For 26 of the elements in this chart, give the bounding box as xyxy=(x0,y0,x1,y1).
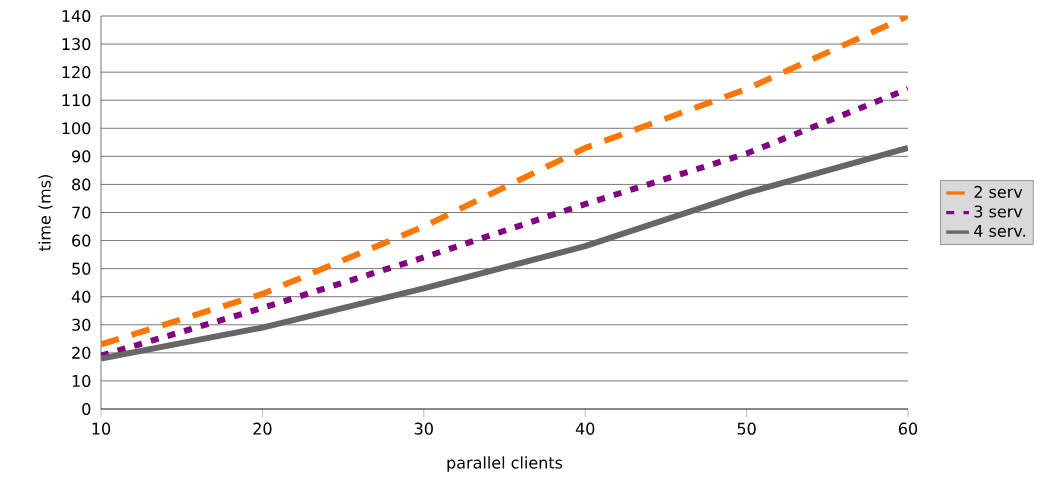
y-tick-label: 60 xyxy=(72,234,91,247)
x-tick-label: 40 xyxy=(575,422,595,435)
legend-label: 2 serv xyxy=(974,185,1023,198)
x-tick-label: 50 xyxy=(737,422,756,435)
y-tick-label: 130 xyxy=(62,38,91,51)
y-tick-label: 10 xyxy=(72,374,91,387)
y-tick-label: 100 xyxy=(62,122,91,135)
y-tick-label: 50 xyxy=(72,262,91,275)
x-axis-title: parallel clients xyxy=(447,456,563,472)
y-tick-label: 140 xyxy=(62,9,91,23)
y-tick-label: 70 xyxy=(72,206,91,219)
y-tick-label: 0 xyxy=(82,402,91,416)
x-tick-label: 60 xyxy=(898,422,918,435)
y-tick-label: 80 xyxy=(72,178,91,191)
legend-label: 3 serv xyxy=(974,205,1023,218)
y-tick-label: 90 xyxy=(72,150,91,163)
y-tick-label: 110 xyxy=(62,94,91,107)
x-tick-label: 30 xyxy=(414,422,433,435)
y-tick-label: 120 xyxy=(62,66,91,79)
y-tick-label: 30 xyxy=(72,318,91,331)
legend-label: 4 serv. xyxy=(974,225,1025,237)
x-tick-label: 20 xyxy=(253,422,272,435)
y-tick-label: 40 xyxy=(71,290,91,303)
y-tick-label: 20 xyxy=(72,346,91,359)
x-tick-label: 10 xyxy=(92,422,111,435)
y-axis-title: time (ms) xyxy=(38,175,53,251)
